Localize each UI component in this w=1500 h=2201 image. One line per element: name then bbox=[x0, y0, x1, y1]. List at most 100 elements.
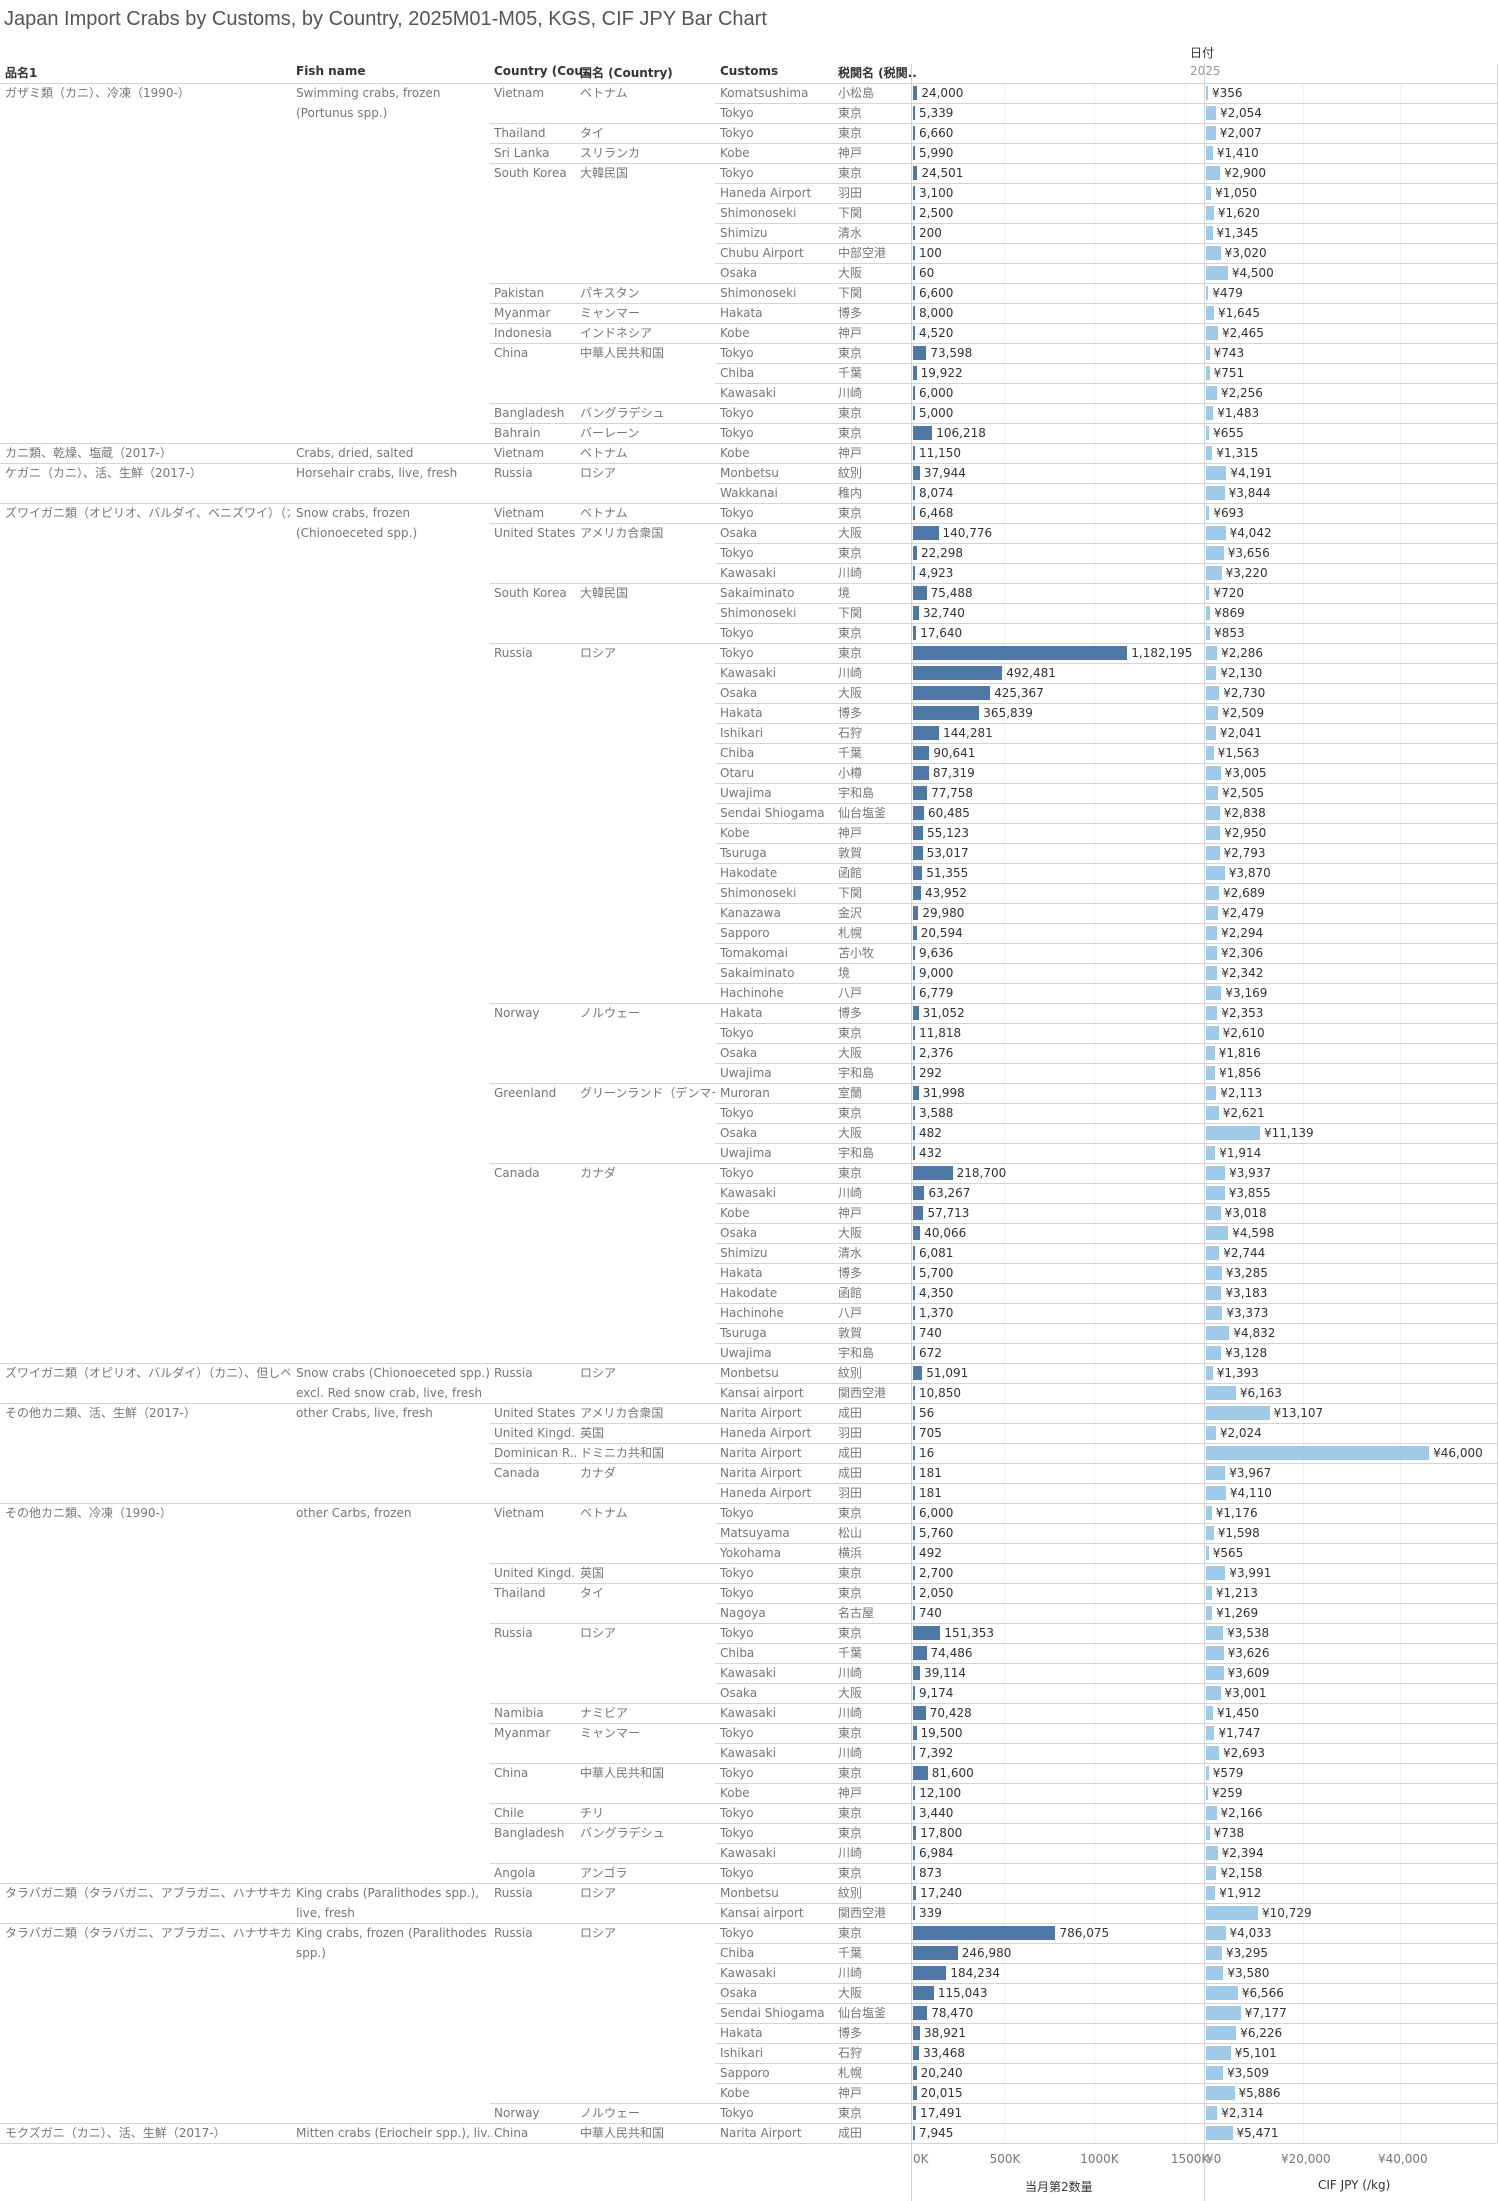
price-bar[interactable] bbox=[1206, 2006, 1241, 2020]
price-bar[interactable] bbox=[1206, 1106, 1219, 1120]
qty-bar[interactable] bbox=[913, 666, 1003, 680]
header-customs-jp[interactable]: 税関名 (税関.. bbox=[838, 66, 917, 80]
price-bar[interactable] bbox=[1206, 1046, 1215, 1060]
qty-bar[interactable] bbox=[913, 486, 915, 500]
price-bar[interactable] bbox=[1206, 826, 1221, 840]
price-bar[interactable] bbox=[1206, 1086, 1217, 1100]
price-bar[interactable] bbox=[1206, 246, 1221, 260]
qty-bar[interactable] bbox=[913, 166, 918, 180]
price-bar[interactable] bbox=[1206, 1826, 1210, 1840]
price-bar[interactable] bbox=[1206, 1506, 1212, 1520]
qty-bar[interactable] bbox=[913, 626, 917, 640]
qty-bar[interactable] bbox=[913, 586, 927, 600]
price-bar[interactable] bbox=[1206, 2026, 1237, 2040]
price-bar[interactable] bbox=[1206, 1426, 1216, 1440]
qty-bar[interactable] bbox=[913, 1206, 924, 1220]
qty-bar[interactable] bbox=[913, 886, 921, 900]
price-bar[interactable] bbox=[1206, 2046, 1231, 2060]
qty-bar[interactable] bbox=[913, 266, 915, 280]
qty-bar[interactable] bbox=[913, 1646, 927, 1660]
qty-bar[interactable] bbox=[913, 686, 991, 700]
price-bar[interactable] bbox=[1206, 2126, 1233, 2140]
qty-bar[interactable] bbox=[913, 1066, 915, 1080]
price-bar[interactable] bbox=[1206, 1566, 1226, 1580]
qty-bar[interactable] bbox=[913, 1386, 915, 1400]
qty-bar[interactable] bbox=[913, 1886, 917, 1900]
price-bar[interactable] bbox=[1206, 1686, 1221, 1700]
price-bar[interactable] bbox=[1206, 946, 1218, 960]
price-bar[interactable] bbox=[1206, 266, 1228, 280]
price-bar[interactable] bbox=[1206, 746, 1214, 760]
price-bar[interactable] bbox=[1206, 506, 1210, 520]
price-bar[interactable] bbox=[1206, 126, 1216, 140]
price-bar[interactable] bbox=[1206, 226, 1213, 240]
qty-bar[interactable] bbox=[913, 1146, 915, 1160]
qty-bar[interactable] bbox=[913, 1786, 916, 1800]
price-bar[interactable] bbox=[1206, 426, 1210, 440]
qty-bar[interactable] bbox=[913, 186, 915, 200]
qty-bar[interactable] bbox=[913, 1666, 921, 1680]
price-bar[interactable] bbox=[1206, 586, 1210, 600]
price-bar[interactable] bbox=[1206, 726, 1216, 740]
price-bar[interactable] bbox=[1206, 1186, 1225, 1200]
price-bar[interactable] bbox=[1206, 1366, 1213, 1380]
qty-bar[interactable] bbox=[913, 206, 915, 220]
price-bar[interactable] bbox=[1206, 1386, 1236, 1400]
price-bar[interactable] bbox=[1206, 1946, 1222, 1960]
qty-bar[interactable] bbox=[913, 1726, 917, 1740]
price-bar[interactable] bbox=[1206, 86, 1208, 100]
qty-bar[interactable] bbox=[913, 1526, 915, 1540]
qty-bar[interactable] bbox=[913, 1586, 915, 1600]
price-bar[interactable] bbox=[1206, 706, 1219, 720]
price-bar[interactable] bbox=[1206, 1026, 1219, 1040]
price-bar[interactable] bbox=[1206, 1586, 1212, 1600]
price-bar[interactable] bbox=[1206, 1126, 1261, 1140]
price-bar[interactable] bbox=[1206, 146, 1213, 160]
price-bar[interactable] bbox=[1206, 926, 1218, 940]
price-bar[interactable] bbox=[1206, 1886, 1216, 1900]
qty-bar[interactable] bbox=[913, 726, 940, 740]
price-bar[interactable] bbox=[1206, 1006, 1218, 1020]
qty-bar[interactable] bbox=[913, 1846, 915, 1860]
price-bar[interactable] bbox=[1206, 1206, 1221, 1220]
price-bar[interactable] bbox=[1206, 1466, 1226, 1480]
price-bar[interactable] bbox=[1206, 966, 1218, 980]
qty-bar[interactable] bbox=[913, 1566, 915, 1580]
qty-bar[interactable] bbox=[913, 466, 920, 480]
qty-bar[interactable] bbox=[913, 1806, 915, 1820]
price-bar[interactable] bbox=[1206, 1306, 1223, 1320]
price-bar[interactable] bbox=[1206, 1326, 1230, 1340]
price-bar[interactable] bbox=[1206, 1786, 1208, 1800]
qty-bar[interactable] bbox=[913, 946, 915, 960]
qty-bar[interactable] bbox=[913, 86, 918, 100]
qty-bar[interactable] bbox=[913, 706, 980, 720]
qty-bar[interactable] bbox=[913, 246, 915, 260]
price-bar[interactable] bbox=[1206, 546, 1224, 560]
qty-bar[interactable] bbox=[913, 386, 915, 400]
header-country[interactable]: Country (Cou.. bbox=[494, 64, 592, 78]
qty-bar[interactable] bbox=[913, 1366, 923, 1380]
price-bar[interactable] bbox=[1206, 1666, 1224, 1680]
price-bar[interactable] bbox=[1206, 1746, 1220, 1760]
qty-bar[interactable] bbox=[913, 1006, 919, 1020]
price-bar[interactable] bbox=[1206, 1626, 1224, 1640]
qty-bar[interactable] bbox=[913, 346, 927, 360]
header-item-jp[interactable]: 品名1 bbox=[5, 66, 38, 80]
qty-bar[interactable] bbox=[913, 1086, 919, 1100]
qty-bar[interactable] bbox=[913, 1166, 953, 1180]
price-bar[interactable] bbox=[1206, 886, 1220, 900]
price-bar[interactable] bbox=[1206, 466, 1227, 480]
qty-bar[interactable] bbox=[913, 286, 915, 300]
qty-bar[interactable] bbox=[913, 1046, 915, 1060]
qty-bar[interactable] bbox=[913, 1766, 928, 1780]
qty-bar[interactable] bbox=[913, 606, 919, 620]
price-bar[interactable] bbox=[1206, 1906, 1259, 1920]
qty-bar[interactable] bbox=[913, 846, 923, 860]
price-bar[interactable] bbox=[1206, 1166, 1226, 1180]
qty-bar[interactable] bbox=[913, 1266, 915, 1280]
qty-bar[interactable] bbox=[913, 1226, 921, 1240]
qty-bar[interactable] bbox=[913, 1186, 925, 1200]
price-bar[interactable] bbox=[1206, 286, 1209, 300]
qty-bar[interactable] bbox=[913, 986, 915, 1000]
qty-bar[interactable] bbox=[913, 1866, 915, 1880]
